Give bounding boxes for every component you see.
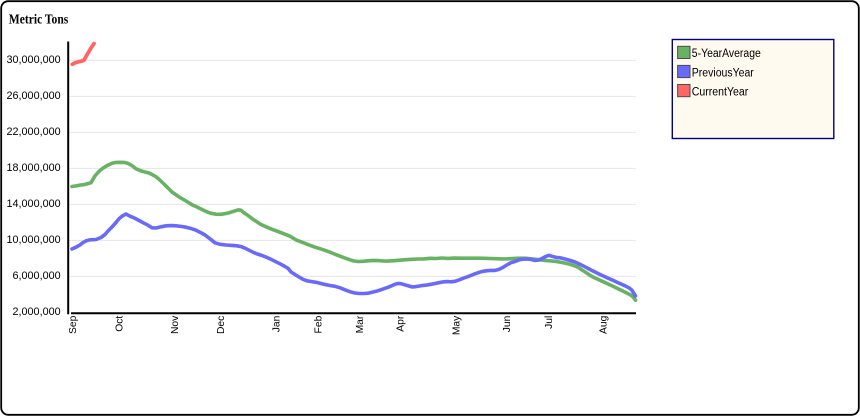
- svg-text:Mar: Mar: [355, 315, 366, 333]
- svg-text:18,000,000: 18,000,000: [7, 162, 61, 174]
- svg-text:Jun: Jun: [502, 315, 513, 332]
- svg-text:10,000,000: 10,000,000: [7, 234, 61, 246]
- svg-text:Metric Tons: Metric Tons: [9, 11, 69, 26]
- svg-text:Sep: Sep: [68, 315, 79, 334]
- svg-text:26,000,000: 26,000,000: [7, 90, 61, 102]
- svg-text:Jul: Jul: [544, 316, 555, 329]
- svg-text:2,000,000: 2,000,000: [13, 306, 61, 318]
- svg-text:CurrentYear: CurrentYear: [692, 86, 749, 98]
- svg-text:14,000,000: 14,000,000: [7, 198, 61, 210]
- svg-text:Apr: Apr: [396, 315, 407, 332]
- svg-text:Nov: Nov: [170, 315, 181, 334]
- svg-text:PreviousYear: PreviousYear: [692, 67, 754, 79]
- svg-text:Oct: Oct: [115, 316, 126, 332]
- svg-text:5-YearAverage: 5-YearAverage: [692, 48, 761, 60]
- svg-text:Feb: Feb: [313, 315, 324, 333]
- svg-text:30,000,000: 30,000,000: [7, 54, 61, 66]
- svg-text:Dec: Dec: [216, 316, 227, 334]
- svg-text:May: May: [452, 315, 463, 335]
- svg-text:22,000,000: 22,000,000: [7, 126, 61, 138]
- svg-text:Aug: Aug: [599, 315, 610, 334]
- svg-text:6,000,000: 6,000,000: [13, 270, 61, 282]
- svg-text:Jan: Jan: [272, 315, 283, 332]
